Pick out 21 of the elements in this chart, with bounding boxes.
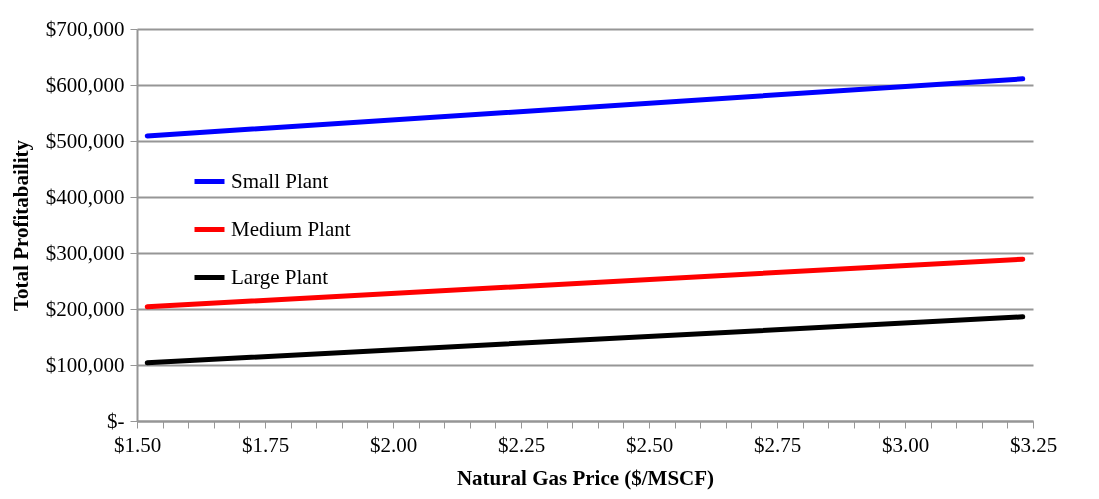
y-tick-label: $400,000	[45, 184, 125, 209]
y-tick-label: $700,000	[45, 16, 125, 41]
x-tick-label: $2.50	[625, 432, 674, 457]
x-tick-label: $2.75	[753, 432, 802, 457]
y-tick-label: $-	[107, 408, 125, 433]
y-tick-label: $100,000	[45, 352, 125, 377]
x-tick-label: $1.75	[241, 432, 290, 457]
legend-label: Small Plant	[231, 168, 329, 193]
y-axis-title: Total Profitabaility	[8, 139, 33, 311]
y-tick-label: $500,000	[45, 128, 125, 153]
x-tick-label: $3.25	[1009, 432, 1058, 457]
x-tick-label: $2.25	[497, 432, 546, 457]
x-tick-label: $1.50	[113, 432, 162, 457]
legend-label: Large Plant	[231, 264, 329, 289]
x-tick-label: $2.00	[369, 432, 418, 457]
legend-label: Medium Plant	[231, 216, 351, 241]
y-tick-label: $600,000	[45, 72, 125, 97]
y-tick-label: $300,000	[45, 240, 125, 265]
x-axis-title: Natural Gas Price ($/MSCF)	[456, 465, 715, 490]
y-tick-label: $200,000	[45, 296, 125, 321]
x-tick-label: $3.00	[881, 432, 930, 457]
